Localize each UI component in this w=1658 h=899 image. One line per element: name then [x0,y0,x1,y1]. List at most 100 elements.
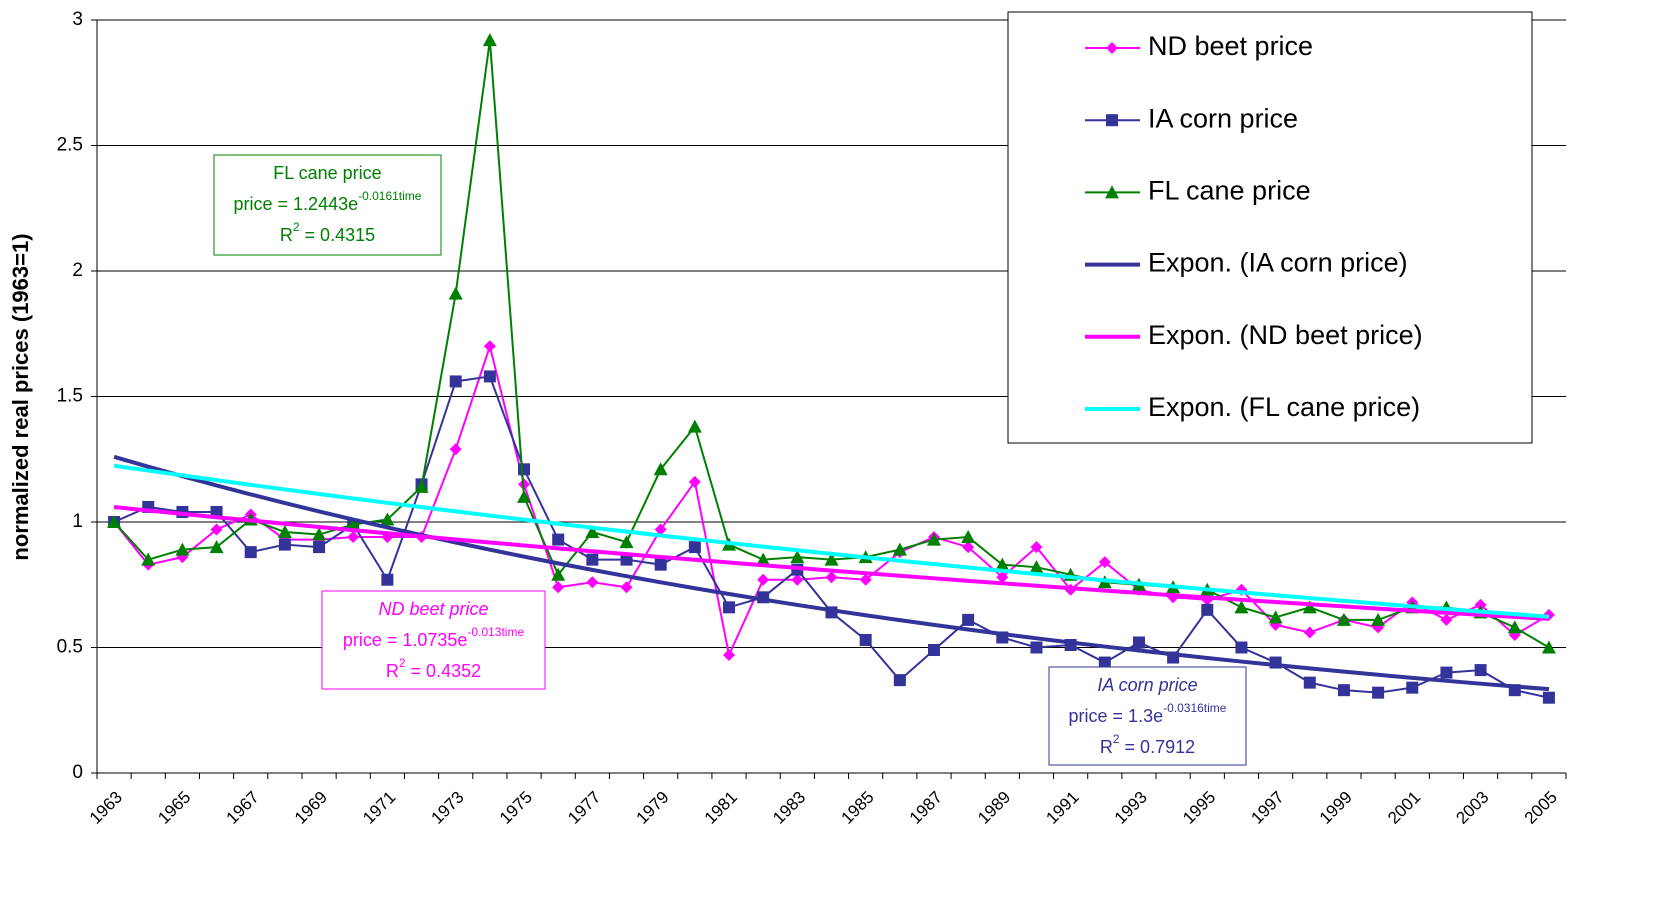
x-tick-label: 1969 [291,788,331,828]
data-point [586,553,599,566]
legend-label: Expon. (IA corn price) [1148,248,1408,278]
x-tick-label: 1971 [359,788,399,828]
data-point [620,581,633,594]
legend-box [1007,11,1533,444]
data-point [1474,598,1487,611]
data-point [1303,676,1316,689]
annotation-equation: price = 1.2443e-0.0161time [234,189,422,214]
equation-base: price = 1.2443e [234,194,359,214]
y-tick-label: 0.5 [57,637,83,658]
x-tick-label: 1997 [1247,788,1287,828]
equation-exponent: -0.0316time [1163,701,1227,715]
legend-label: Expon. (ND beet price) [1148,320,1423,350]
legend-label: FL cane price [1148,176,1311,206]
r2-symbol: R [280,225,293,245]
data-point [1303,626,1316,639]
annotation-title: IA corn price [1097,675,1197,695]
data-point [210,523,223,536]
equation-exponent: -0.013time [467,625,524,639]
data-point [1406,681,1419,694]
data-point [551,567,566,581]
x-tick-label: 1983 [769,788,809,828]
data-point [825,571,838,584]
data-point [620,553,633,566]
legend-label: Expon. (FL cane price) [1148,392,1420,422]
annotation-r2: R2 = 0.7912 [1100,732,1195,757]
trend-line [113,454,1550,692]
data-point [926,532,941,546]
x-tick-label: 1973 [428,788,468,828]
data-point [1235,641,1248,654]
data-point [859,573,872,586]
data-point [1234,600,1249,614]
data-point [277,525,292,539]
x-tick-label: 1967 [223,788,263,828]
data-point [1030,541,1043,554]
data-point [688,541,701,554]
trend-line [113,505,1550,621]
equation-exponent: -0.0161time [358,189,422,203]
data-point [1440,666,1453,679]
data-point [1302,600,1317,614]
data-point [1440,613,1453,626]
data-point [449,375,462,388]
data-point [1541,640,1556,654]
x-tick-label: 1995 [1179,788,1219,828]
data-point [346,517,361,531]
x-tick-label: 1993 [1111,788,1151,828]
data-point [1105,185,1119,199]
y-tick-label: 1.5 [57,386,83,407]
data-point [312,527,327,541]
data-point [1201,603,1214,616]
data-point [619,535,634,549]
data-point [893,674,906,687]
data-point [482,33,497,47]
data-point [995,557,1010,571]
data-point [210,505,223,518]
legend-label: ND beet price [1148,31,1313,61]
data-point [449,443,462,456]
r2-value: = 0.4315 [300,225,376,245]
data-point [1106,42,1118,54]
annotation-r2: R2 = 0.4315 [280,220,375,245]
data-point [1132,636,1145,649]
data-point [892,542,907,556]
data-point [756,552,771,566]
annotation-box [213,154,442,256]
y-tick-label: 3 [72,9,83,30]
data-point [757,573,770,586]
data-point [586,576,599,589]
data-point [448,286,463,300]
data-point [1337,684,1350,697]
data-point [824,552,839,566]
trend-line [113,463,1550,619]
data-point [175,542,190,556]
data-point [552,533,565,546]
data-point [552,581,565,594]
annotation-equation: price = 1.3e-0.0316time [1069,701,1227,726]
data-point [313,541,326,554]
data-point [927,644,940,657]
x-tick-label: 1981 [701,788,741,828]
x-tick-label: 1975 [496,788,536,828]
data-point [1098,656,1111,669]
annotation-r2: R2 = 0.4352 [386,656,481,681]
r2-symbol: R [1100,737,1113,757]
data-point [518,463,531,476]
data-point [654,558,667,571]
data-point [517,489,532,503]
annotation-equation: price = 1.0735e-0.013time [343,625,525,650]
data-point [414,479,429,493]
y-tick-label: 2.5 [57,135,83,156]
data-point [962,613,975,626]
data-point [996,571,1009,584]
data-point [687,419,702,433]
data-point [244,546,257,559]
data-point [654,523,667,536]
y-tick-label: 0 [72,762,83,783]
data-point [1098,556,1111,569]
data-point [585,525,600,539]
data-point [791,573,804,586]
data-point [347,531,360,544]
